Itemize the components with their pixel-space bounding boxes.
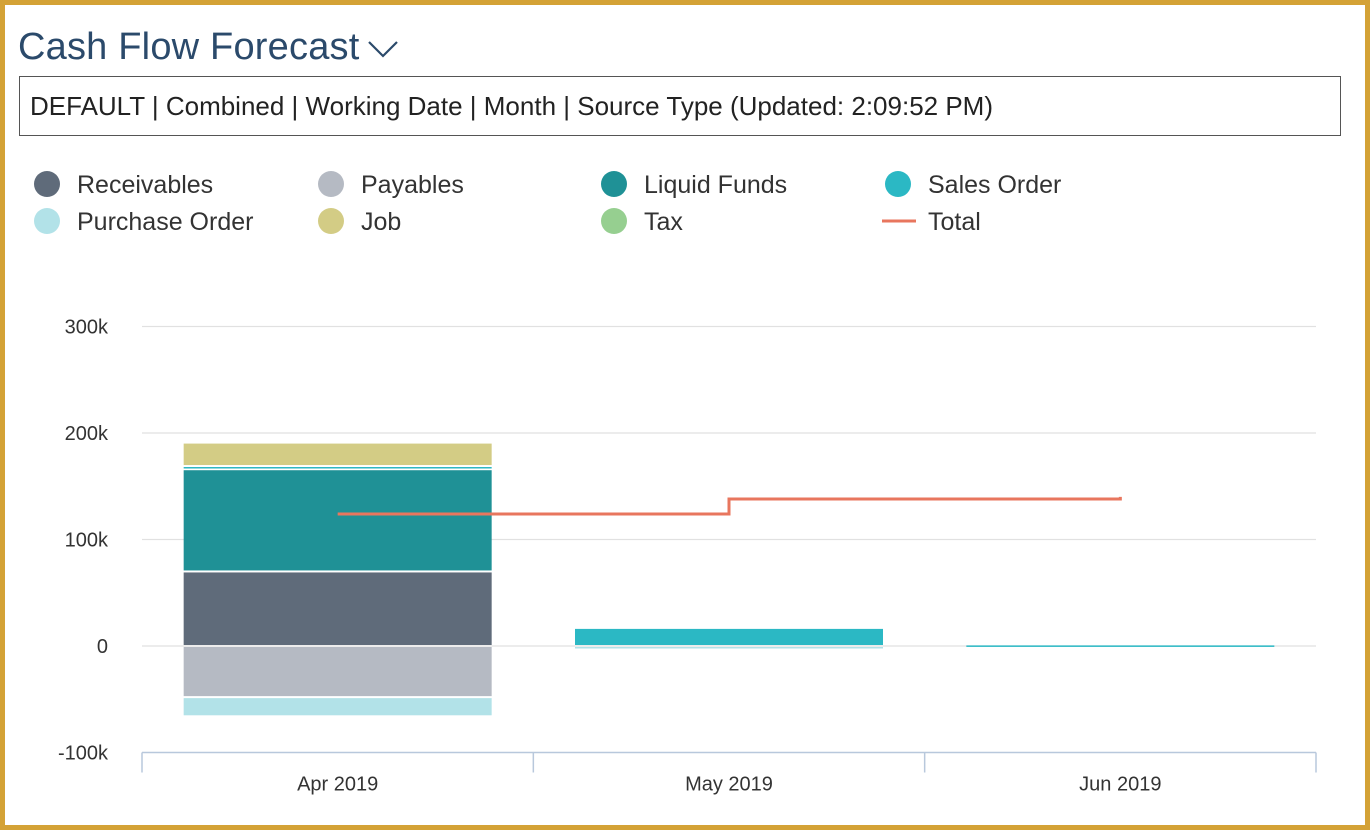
x-tick-label-jun-2019: Jun 2019 xyxy=(1079,774,1161,796)
chart-x-axis: Apr 2019 May 2019 Jun 2019 xyxy=(141,751,1317,796)
legend-item-liquid-funds[interactable]: Liquid Funds xyxy=(601,171,787,199)
legend-swatch-job xyxy=(318,208,344,234)
bar-sales-order-may-2019[interactable] xyxy=(575,628,883,645)
legend-item-job[interactable]: Job xyxy=(318,208,401,236)
bar-sales-order-jun-2019[interactable] xyxy=(966,645,1275,647)
bar-purchase-order-may-2019[interactable] xyxy=(575,647,883,649)
legend-label-receivables: Receivables xyxy=(77,171,213,199)
chart-total-line xyxy=(337,496,1122,516)
bar-payables-apr-2019[interactable] xyxy=(183,647,492,697)
legend-label-job: Job xyxy=(361,208,401,236)
page-title: Cash Flow Forecast xyxy=(18,25,360,68)
bar-purchase-order-apr-2019[interactable] xyxy=(183,698,492,716)
legend-item-total[interactable]: Total xyxy=(882,208,981,236)
line-total[interactable] xyxy=(337,496,1122,516)
y-tick-label: 300k xyxy=(65,317,109,339)
y-tick-label: 0 xyxy=(97,636,108,658)
x-tick-label-apr-2019: Apr 2019 xyxy=(297,774,378,796)
y-tick-label: 100k xyxy=(65,530,109,552)
legend-item-payables[interactable]: Payables xyxy=(318,171,464,199)
y-tick-label: -100k xyxy=(58,743,109,765)
chart-y-axis: -100k 0 100k 200k 300k xyxy=(58,317,109,765)
filter-summary-text: DEFAULT | Combined | Working Date | Mont… xyxy=(30,90,993,121)
legend-item-sales-order[interactable]: Sales Order xyxy=(885,171,1061,199)
legend-item-purchase-order[interactable]: Purchase Order xyxy=(34,208,253,236)
legend-swatch-purchase-order xyxy=(34,208,60,234)
bar-sales-order-apr-2019[interactable] xyxy=(183,467,492,469)
legend-item-receivables[interactable]: Receivables xyxy=(34,171,213,199)
legend-label-purchase-order: Purchase Order xyxy=(77,208,253,236)
title-menu[interactable]: Cash Flow Forecast xyxy=(18,23,399,71)
legend-label-payables: Payables xyxy=(361,171,464,199)
cash-flow-chart: Receivables Payables Liquid Funds Sales Ord… xyxy=(34,171,1317,796)
legend-swatch-liquid-funds xyxy=(601,171,627,197)
bar-receivables-apr-2019[interactable] xyxy=(183,572,492,645)
legend-swatch-tax xyxy=(601,208,627,234)
legend-label-sales-order: Sales Order xyxy=(928,171,1061,199)
legend-label-tax: Tax xyxy=(644,208,683,236)
legend-label-liquid-funds: Liquid Funds xyxy=(644,171,787,199)
y-tick-label: 200k xyxy=(65,423,109,445)
bar-job-apr-2019[interactable] xyxy=(183,443,492,466)
legend-swatch-payables xyxy=(318,171,344,197)
chart-bars xyxy=(183,443,1275,716)
legend-swatch-receivables xyxy=(34,171,60,197)
legend-item-tax[interactable]: Tax xyxy=(601,208,683,236)
legend-label-total: Total xyxy=(928,208,981,236)
bar-liquid-funds-apr-2019[interactable] xyxy=(183,470,492,571)
chart-legend: Receivables Payables Liquid Funds Sales Ord… xyxy=(34,171,1061,236)
filter-summary-bar[interactable]: DEFAULT | Combined | Working Date | Mont… xyxy=(19,76,1341,136)
chevron-down-icon[interactable] xyxy=(367,38,399,60)
x-tick-label-may-2019: May 2019 xyxy=(685,774,773,796)
legend-swatch-sales-order xyxy=(885,171,911,197)
